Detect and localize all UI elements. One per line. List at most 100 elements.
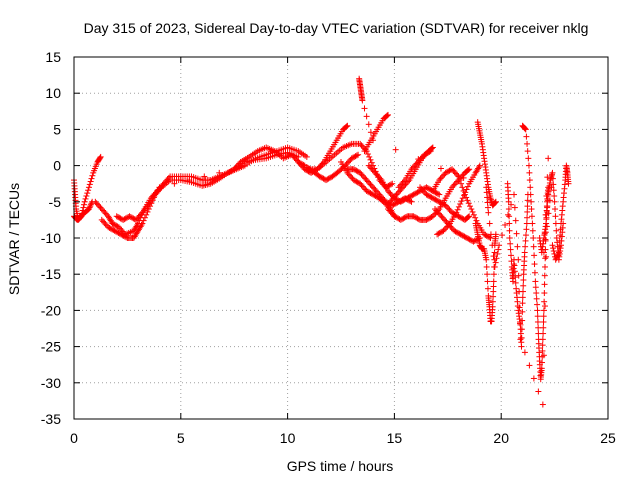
data-point xyxy=(431,206,438,213)
data-point xyxy=(408,198,415,205)
data-point xyxy=(428,145,435,152)
data-point xyxy=(458,232,465,239)
data-point xyxy=(343,123,350,130)
data-point xyxy=(348,174,355,181)
data-point xyxy=(113,222,120,229)
data-point xyxy=(417,184,424,191)
data-point xyxy=(453,209,460,216)
data-point xyxy=(460,174,467,181)
data-point xyxy=(129,214,136,221)
data-point xyxy=(372,187,379,194)
data-point xyxy=(483,263,490,270)
data-point xyxy=(507,240,514,247)
data-point xyxy=(435,230,442,237)
data-point xyxy=(542,236,549,243)
data-point xyxy=(520,276,527,283)
data-point xyxy=(487,231,494,238)
data-point xyxy=(392,193,399,200)
data-point xyxy=(484,271,491,278)
data-point xyxy=(115,214,122,221)
data-point xyxy=(117,215,124,222)
data-point xyxy=(440,216,447,223)
data-point xyxy=(358,142,365,149)
data-point xyxy=(114,229,121,236)
data-point xyxy=(545,210,552,217)
data-point xyxy=(470,211,477,218)
data-point xyxy=(415,188,422,195)
data-point xyxy=(457,231,464,238)
data-point xyxy=(524,214,531,221)
data-point xyxy=(384,112,391,119)
data-point xyxy=(444,223,451,230)
data-point xyxy=(483,184,490,191)
data-point xyxy=(464,235,471,241)
data-point xyxy=(389,202,396,209)
data-point xyxy=(81,201,88,208)
data-point xyxy=(365,121,372,128)
data-point xyxy=(490,288,497,295)
data-point xyxy=(458,198,465,205)
data-point xyxy=(395,215,402,222)
data-point xyxy=(484,204,491,211)
data-point xyxy=(393,214,400,221)
data-point xyxy=(92,198,99,205)
data-point xyxy=(186,177,193,184)
data-point xyxy=(412,161,419,168)
data-point xyxy=(499,232,506,239)
data-point xyxy=(411,190,418,197)
data-point xyxy=(431,211,438,218)
data-point xyxy=(98,216,105,223)
data-point xyxy=(470,238,477,245)
data-point xyxy=(349,154,356,161)
data-point xyxy=(366,179,373,186)
data-point xyxy=(530,235,537,241)
data-point xyxy=(352,177,359,184)
data-point xyxy=(426,193,433,200)
data-point xyxy=(555,249,562,256)
data-point xyxy=(431,195,438,202)
data-point xyxy=(97,153,104,160)
data-point xyxy=(490,293,497,300)
data-point xyxy=(352,153,359,160)
data-point xyxy=(539,347,546,354)
data-point xyxy=(361,185,368,192)
data-point xyxy=(390,194,397,201)
data-point xyxy=(437,165,444,172)
data-point xyxy=(520,282,527,289)
data-point xyxy=(446,206,453,213)
data-point xyxy=(437,229,444,236)
y-tick-label: -5 xyxy=(49,194,62,210)
data-point xyxy=(134,215,141,222)
data-point xyxy=(522,237,529,244)
data-point xyxy=(429,213,436,220)
data-point xyxy=(512,217,519,224)
data-point xyxy=(110,227,117,234)
data-point xyxy=(434,198,441,205)
y-tick-label: 15 xyxy=(45,49,61,65)
data-point xyxy=(423,184,430,191)
data-point xyxy=(97,154,104,161)
data-point xyxy=(434,208,441,215)
data-point xyxy=(224,169,231,176)
data-point xyxy=(427,214,434,221)
data-point xyxy=(119,232,126,239)
data-point xyxy=(140,217,147,224)
data-point xyxy=(524,197,531,204)
data-point xyxy=(552,206,559,213)
data-point xyxy=(451,227,458,234)
data-point xyxy=(516,288,523,295)
data-point xyxy=(565,180,572,187)
data-point xyxy=(489,298,496,305)
data-point xyxy=(542,211,549,218)
data-point xyxy=(81,198,88,205)
data-point xyxy=(388,197,395,204)
data-point xyxy=(368,165,375,172)
data-point xyxy=(451,181,458,188)
data-point xyxy=(367,164,374,171)
data-point xyxy=(467,237,474,244)
data-point xyxy=(461,192,468,199)
data-point xyxy=(216,169,223,176)
data-point xyxy=(539,342,546,349)
x-tick-label: 0 xyxy=(70,430,78,446)
data-point xyxy=(366,189,373,196)
